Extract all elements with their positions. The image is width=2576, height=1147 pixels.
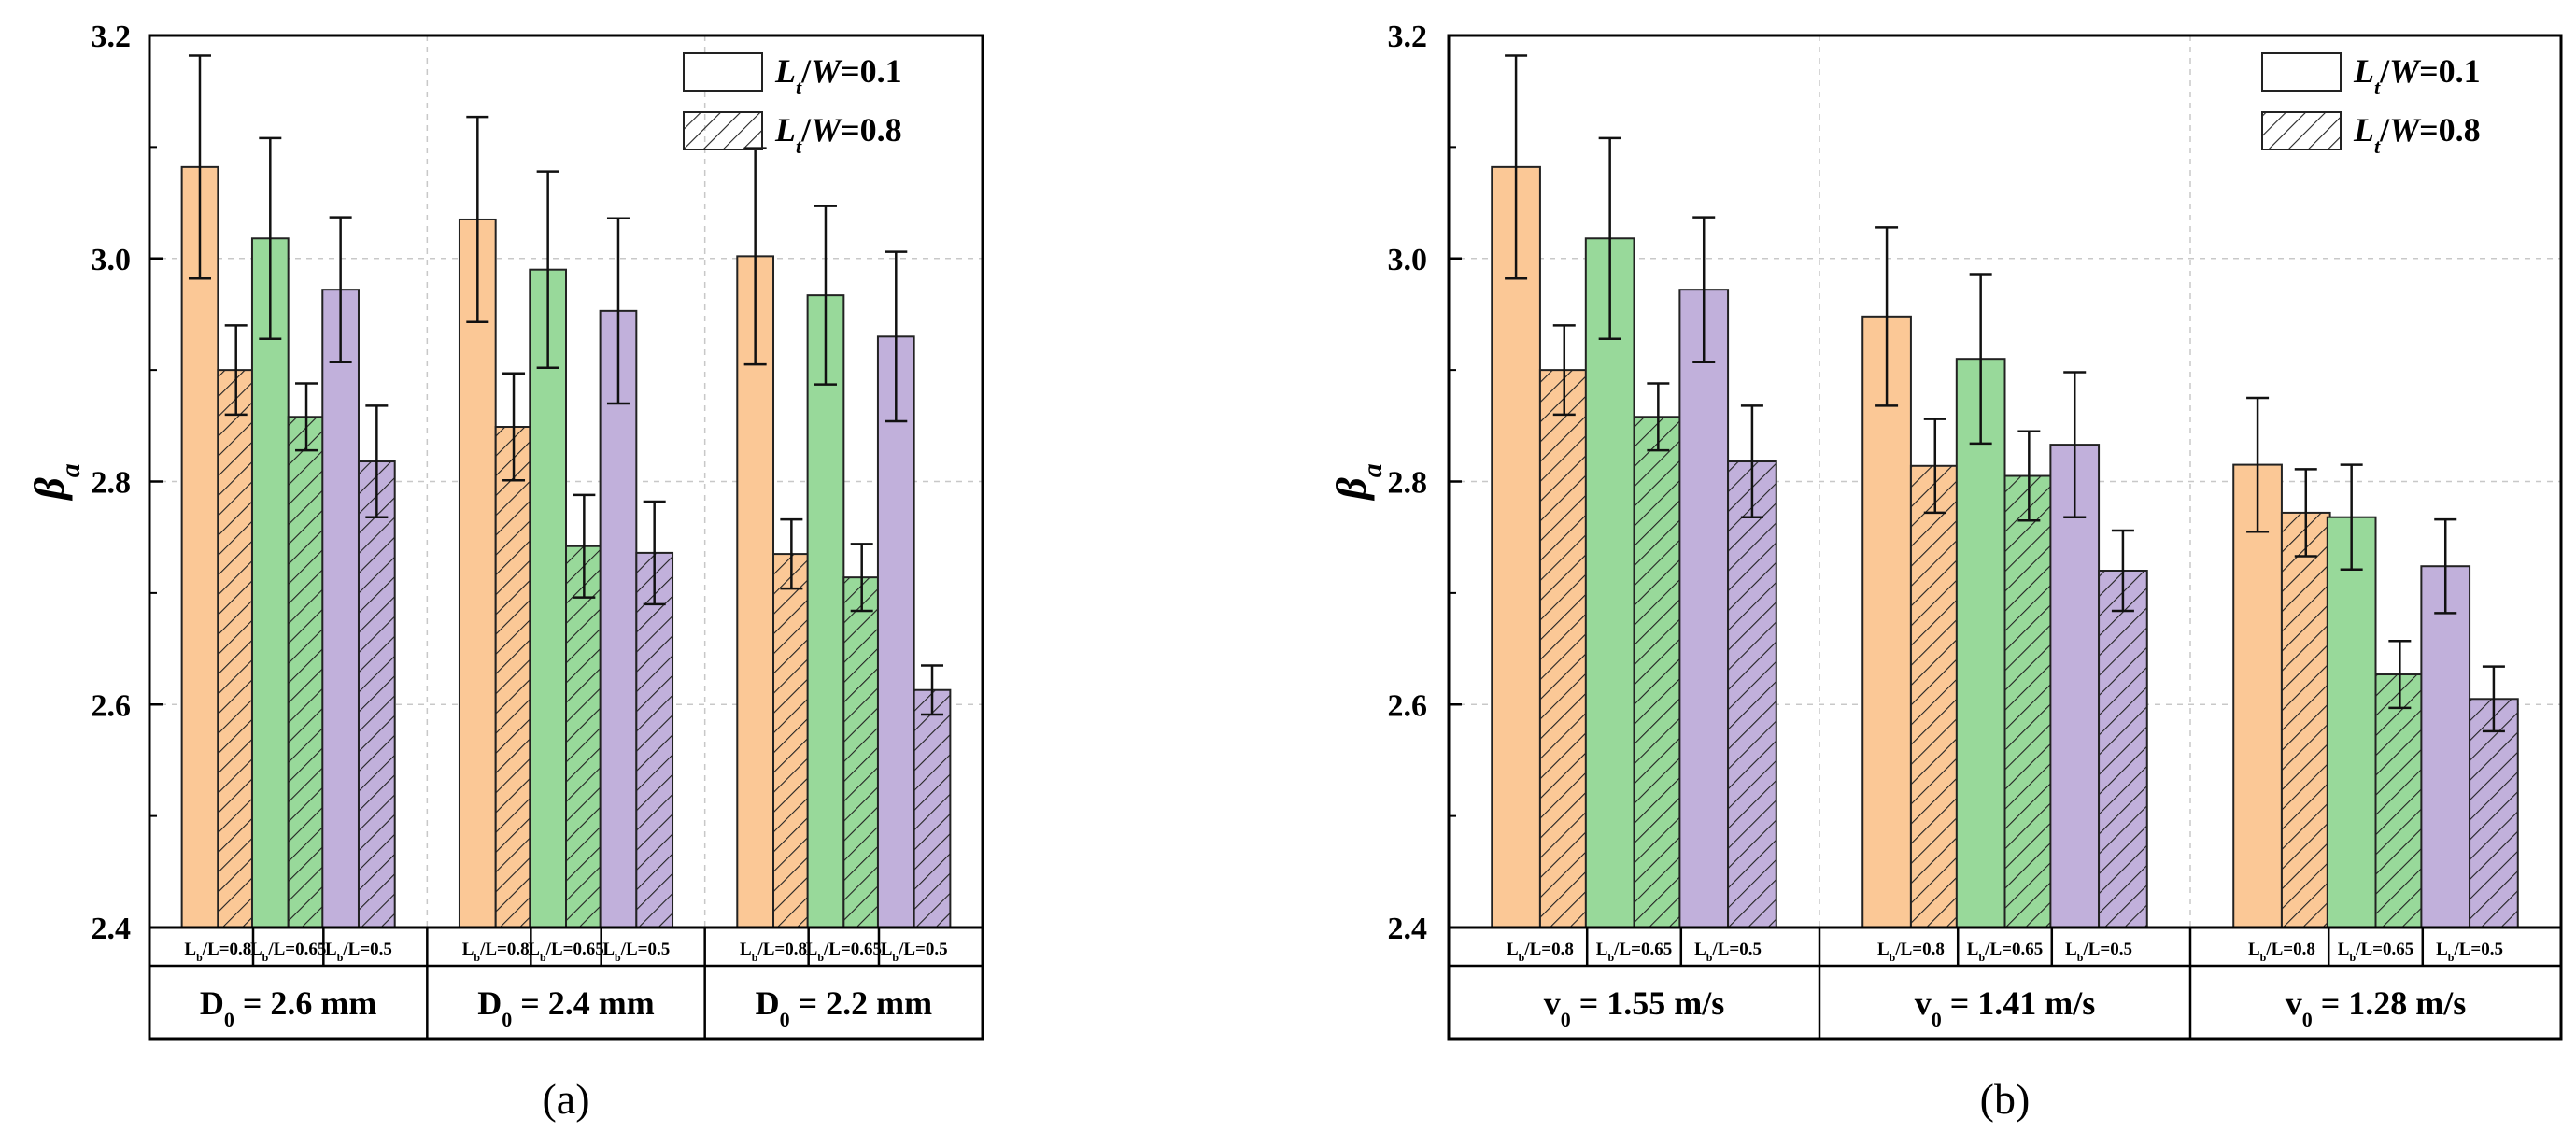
category-label: Lb/L=0.5 — [2065, 940, 2132, 964]
category-label: Lb/L=0.8 — [462, 940, 530, 964]
y-tick-label: 2.8 — [92, 466, 132, 501]
bar-solid — [1678, 289, 1730, 928]
y-axis-label: βa — [1327, 463, 1388, 502]
bar-hatched — [842, 576, 882, 928]
bar-solid — [599, 309, 638, 928]
category-label: Lb/L=0.65 — [250, 940, 326, 964]
bar-hatched — [494, 426, 533, 929]
bar-hatched — [565, 545, 603, 928]
axis-table-frame — [148, 926, 984, 1041]
bar-solid — [806, 294, 845, 928]
panel-label: (a) — [542, 1075, 589, 1123]
category-label: Lb/L=0.8 — [2248, 940, 2315, 964]
bar-solid — [1491, 165, 1541, 929]
bar-solid — [180, 165, 219, 929]
chart-panel-a: 2.42.62.83.03.2Lb/L=0.8Lb/L=0.65Lb/L=0.5… — [25, 20, 984, 1123]
axis-table-frame — [1447, 926, 2563, 1041]
category-label: Lb/L=0.5 — [325, 940, 392, 964]
chart-panel-b: 2.4 2.6 2.8 3.0 3.2 Lb/L=0.8 Lb/L=0.65 Lb/L=0.5… — [1327, 20, 2563, 1123]
bar-hatched — [913, 688, 952, 929]
panel-label: (b) — [1980, 1075, 2031, 1123]
category-label: Lb/L=0.5 — [602, 940, 670, 964]
group-label: v0 = 1.41 m/s — [1915, 984, 2096, 1031]
group-label: D0 = 2.6 mm — [200, 984, 377, 1031]
legend-label: Lt/W=0.8 — [774, 111, 902, 158]
group-label: D0 = 2.2 mm — [756, 984, 933, 1031]
y-axis-label: βa — [25, 463, 86, 502]
bar-solid — [250, 237, 290, 928]
group-label: D0 = 2.4 mm — [477, 984, 655, 1031]
y-tick-label: 2.6 — [92, 688, 132, 723]
legend-swatch — [683, 111, 763, 150]
bar-hatched — [2374, 673, 2426, 928]
bar-hatched — [1633, 416, 1684, 928]
bar-solid — [529, 268, 567, 928]
bar-hatched — [357, 460, 396, 928]
bar-solid — [321, 289, 360, 928]
category-label: Lb/L=0.5 — [2436, 940, 2503, 964]
bar-solid — [876, 335, 915, 928]
category-label: Lb/L=0.65 — [528, 940, 603, 964]
category-label: Lb/L=0.65 — [2338, 940, 2413, 964]
category-label: Lb/L=0.65 — [1596, 940, 1672, 964]
y-tick-label: 3.0 — [1388, 243, 1428, 277]
bar-hatched — [1909, 464, 1960, 928]
y-tick-label: 3.2 — [92, 20, 132, 54]
y-tick-label: 3.0 — [92, 243, 132, 277]
bar-hatched — [772, 553, 811, 928]
bar-hatched — [2469, 698, 2519, 928]
legend-label: Lt/W=0.8 — [2353, 111, 2481, 158]
category-label: Lb/L=0.8 — [184, 940, 251, 964]
y-tick-label: 3.2 — [1388, 20, 1428, 54]
bar-hatched — [287, 416, 326, 928]
bar-hatched — [1727, 460, 1777, 928]
category-label: Lb/L=0.5 — [1694, 940, 1762, 964]
bar-solid — [2232, 463, 2283, 928]
bar-solid — [458, 218, 497, 928]
y-tick-label: 2.4 — [1388, 912, 1428, 946]
legend-swatch — [2261, 111, 2342, 150]
category-label: Lb/L=0.8 — [1507, 940, 1574, 964]
y-tick-label: 2.8 — [1388, 466, 1428, 501]
bar-solid — [1584, 237, 1635, 928]
group-label: v0 = 1.28 m/s — [2286, 984, 2467, 1031]
category-label: Lb/L=0.65 — [806, 940, 882, 964]
bar-solid — [2420, 565, 2471, 928]
bar-hatched — [217, 369, 256, 928]
bar-hatched — [1538, 369, 1590, 928]
bar-solid — [2326, 516, 2377, 928]
category-label: Lb/L=0.5 — [881, 940, 948, 964]
category-label: Lb/L=0.8 — [740, 940, 807, 964]
bar-hatched — [635, 551, 674, 929]
bar-hatched — [2098, 570, 2148, 928]
bar-solid — [1861, 315, 1912, 928]
bar-hatched — [2280, 511, 2331, 928]
legend-swatch — [683, 52, 763, 92]
bar-hatched — [2003, 474, 2055, 928]
y-tick-label: 2.4 — [92, 912, 132, 946]
legend-label: Lt/W=0.1 — [774, 52, 902, 99]
legend-label: Lt/W=0.1 — [2353, 52, 2481, 99]
category-label: Lb/L=0.65 — [1967, 940, 2043, 964]
legend-swatch — [2261, 52, 2342, 92]
category-label: Lb/L=0.8 — [1877, 940, 1945, 964]
group-label: v0 = 1.55 m/s — [1544, 984, 1725, 1031]
y-tick-label: 2.6 — [1388, 688, 1428, 723]
